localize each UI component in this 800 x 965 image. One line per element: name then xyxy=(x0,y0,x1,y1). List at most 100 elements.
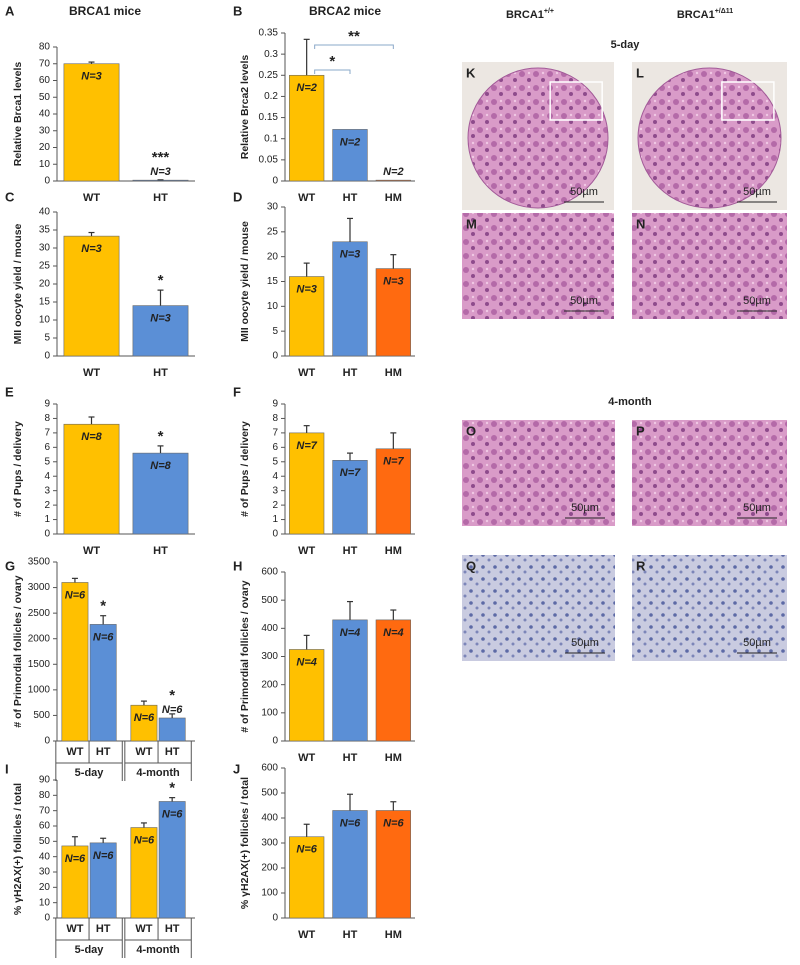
n-label: N=6 xyxy=(296,844,317,856)
bar xyxy=(63,235,120,357)
n-label: N=6 xyxy=(162,808,183,820)
bracket-label: * xyxy=(329,53,335,70)
significance-bracket xyxy=(314,44,394,49)
x-tick-label: WT xyxy=(135,923,152,935)
micrograph-label: L xyxy=(636,65,644,80)
y-tick-label: 500 xyxy=(33,710,50,721)
y-tick-label: 60 xyxy=(39,821,51,832)
y-tick-label: 2 xyxy=(44,500,50,511)
y-tick-label: 600 xyxy=(261,763,278,774)
n-label: N=7 xyxy=(340,467,361,479)
y-tick-label: 9 xyxy=(44,399,50,410)
n-label: N=3 xyxy=(340,249,361,261)
micrograph-tissue xyxy=(637,67,782,209)
x-tick-label: HM xyxy=(385,192,402,204)
y-tick-label: 35 xyxy=(39,225,51,236)
y-tick-label: 40 xyxy=(39,207,51,218)
y-tick-label: 0 xyxy=(44,529,50,540)
bar xyxy=(332,619,368,742)
n-label: N=6 xyxy=(93,850,114,862)
x-tick-label: WT xyxy=(298,752,315,764)
x-tick-label: HM xyxy=(385,752,402,764)
y-tick-label: 0 xyxy=(272,351,278,362)
micrograph xyxy=(462,555,615,661)
x-tick-label: WT xyxy=(83,367,100,379)
n-label: N=6 xyxy=(383,817,404,829)
x-tick-label: WT xyxy=(66,923,83,935)
y-tick-label: 5 xyxy=(44,333,50,344)
group-label: 4-month xyxy=(136,944,180,956)
y-tick-label: 100 xyxy=(261,707,278,718)
y-tick-label: 60 xyxy=(39,75,51,86)
n-label: N=2 xyxy=(340,136,361,148)
significance: * xyxy=(100,598,106,615)
micrograph xyxy=(632,420,787,526)
y-tick-label: 0.2 xyxy=(264,91,278,102)
section-label: 4-month xyxy=(608,396,652,408)
y-axis-label: MII oocyte yield / mouse xyxy=(239,221,251,342)
y-tick-label: 10 xyxy=(39,897,51,908)
n-label: N=4 xyxy=(340,627,361,639)
y-tick-label: 200 xyxy=(261,863,278,874)
y-tick-label: 5 xyxy=(272,456,278,467)
micrograph-label: O xyxy=(466,423,476,438)
y-tick-label: 9 xyxy=(272,399,278,410)
x-tick-label: WT xyxy=(83,545,100,557)
significance-bracket xyxy=(314,69,351,74)
y-tick-label: 80 xyxy=(39,42,51,53)
y-axis-label: MII oocyte yield / mouse xyxy=(12,223,24,344)
x-tick-label: HT xyxy=(153,367,168,379)
n-label: N=8 xyxy=(150,460,171,472)
x-tick-label: HT xyxy=(96,923,111,935)
y-tick-label: 0 xyxy=(272,176,278,187)
panel-label: D xyxy=(233,189,242,204)
panel-label: E xyxy=(5,384,14,399)
y-tick-label: 200 xyxy=(261,679,278,690)
column-header-base: BRCA1 xyxy=(677,9,715,21)
panel-label: C xyxy=(5,189,15,204)
bar xyxy=(332,129,368,182)
y-tick-label: 50 xyxy=(39,92,51,103)
bar xyxy=(289,276,325,357)
y-tick-label: 2 xyxy=(272,500,278,511)
y-tick-label: 40 xyxy=(39,851,51,862)
micrograph-label: K xyxy=(466,65,476,80)
y-tick-label: 10 xyxy=(39,315,51,326)
scale-bar-label: 50µm xyxy=(743,637,771,649)
scale-bar-label: 50µm xyxy=(571,502,599,514)
column-header-base: BRCA1 xyxy=(506,9,544,21)
y-tick-label: 70 xyxy=(39,58,51,69)
bar xyxy=(375,448,411,535)
bar xyxy=(375,619,411,742)
y-tick-label: 7 xyxy=(44,428,50,439)
scale-bar-label: 50µm xyxy=(570,186,598,198)
y-tick-label: 5 xyxy=(272,326,278,337)
scale-bar-label: 50µm xyxy=(743,502,771,514)
bar xyxy=(63,423,120,535)
column-header-sup: +/+ xyxy=(544,8,554,15)
y-tick-label: 1500 xyxy=(28,659,51,670)
y-tick-label: 90 xyxy=(39,775,51,786)
micrograph xyxy=(632,213,787,319)
x-tick-label: HT xyxy=(165,746,180,758)
y-tick-label: 10 xyxy=(267,301,279,312)
y-tick-label: 20 xyxy=(39,279,51,290)
bar xyxy=(61,582,89,742)
panel-label: G xyxy=(5,558,15,573)
panel-label: B xyxy=(233,3,242,18)
x-tick-label: HM xyxy=(385,367,402,379)
n-label: N=4 xyxy=(383,627,404,639)
section-label: 5-day xyxy=(611,39,641,51)
significance: *** xyxy=(152,149,170,166)
bar xyxy=(63,63,120,182)
n-label: N=6 xyxy=(65,853,86,865)
x-tick-label: WT xyxy=(298,929,315,941)
y-tick-label: 20 xyxy=(39,142,51,153)
x-tick-label: WT xyxy=(298,545,315,557)
y-tick-label: 2500 xyxy=(28,608,51,619)
y-tick-label: 8 xyxy=(272,413,278,424)
scale-bar-label: 50µm xyxy=(743,186,771,198)
y-tick-label: 0.3 xyxy=(264,49,278,60)
y-tick-label: 15 xyxy=(267,276,279,287)
micrograph-tissue xyxy=(467,67,609,209)
